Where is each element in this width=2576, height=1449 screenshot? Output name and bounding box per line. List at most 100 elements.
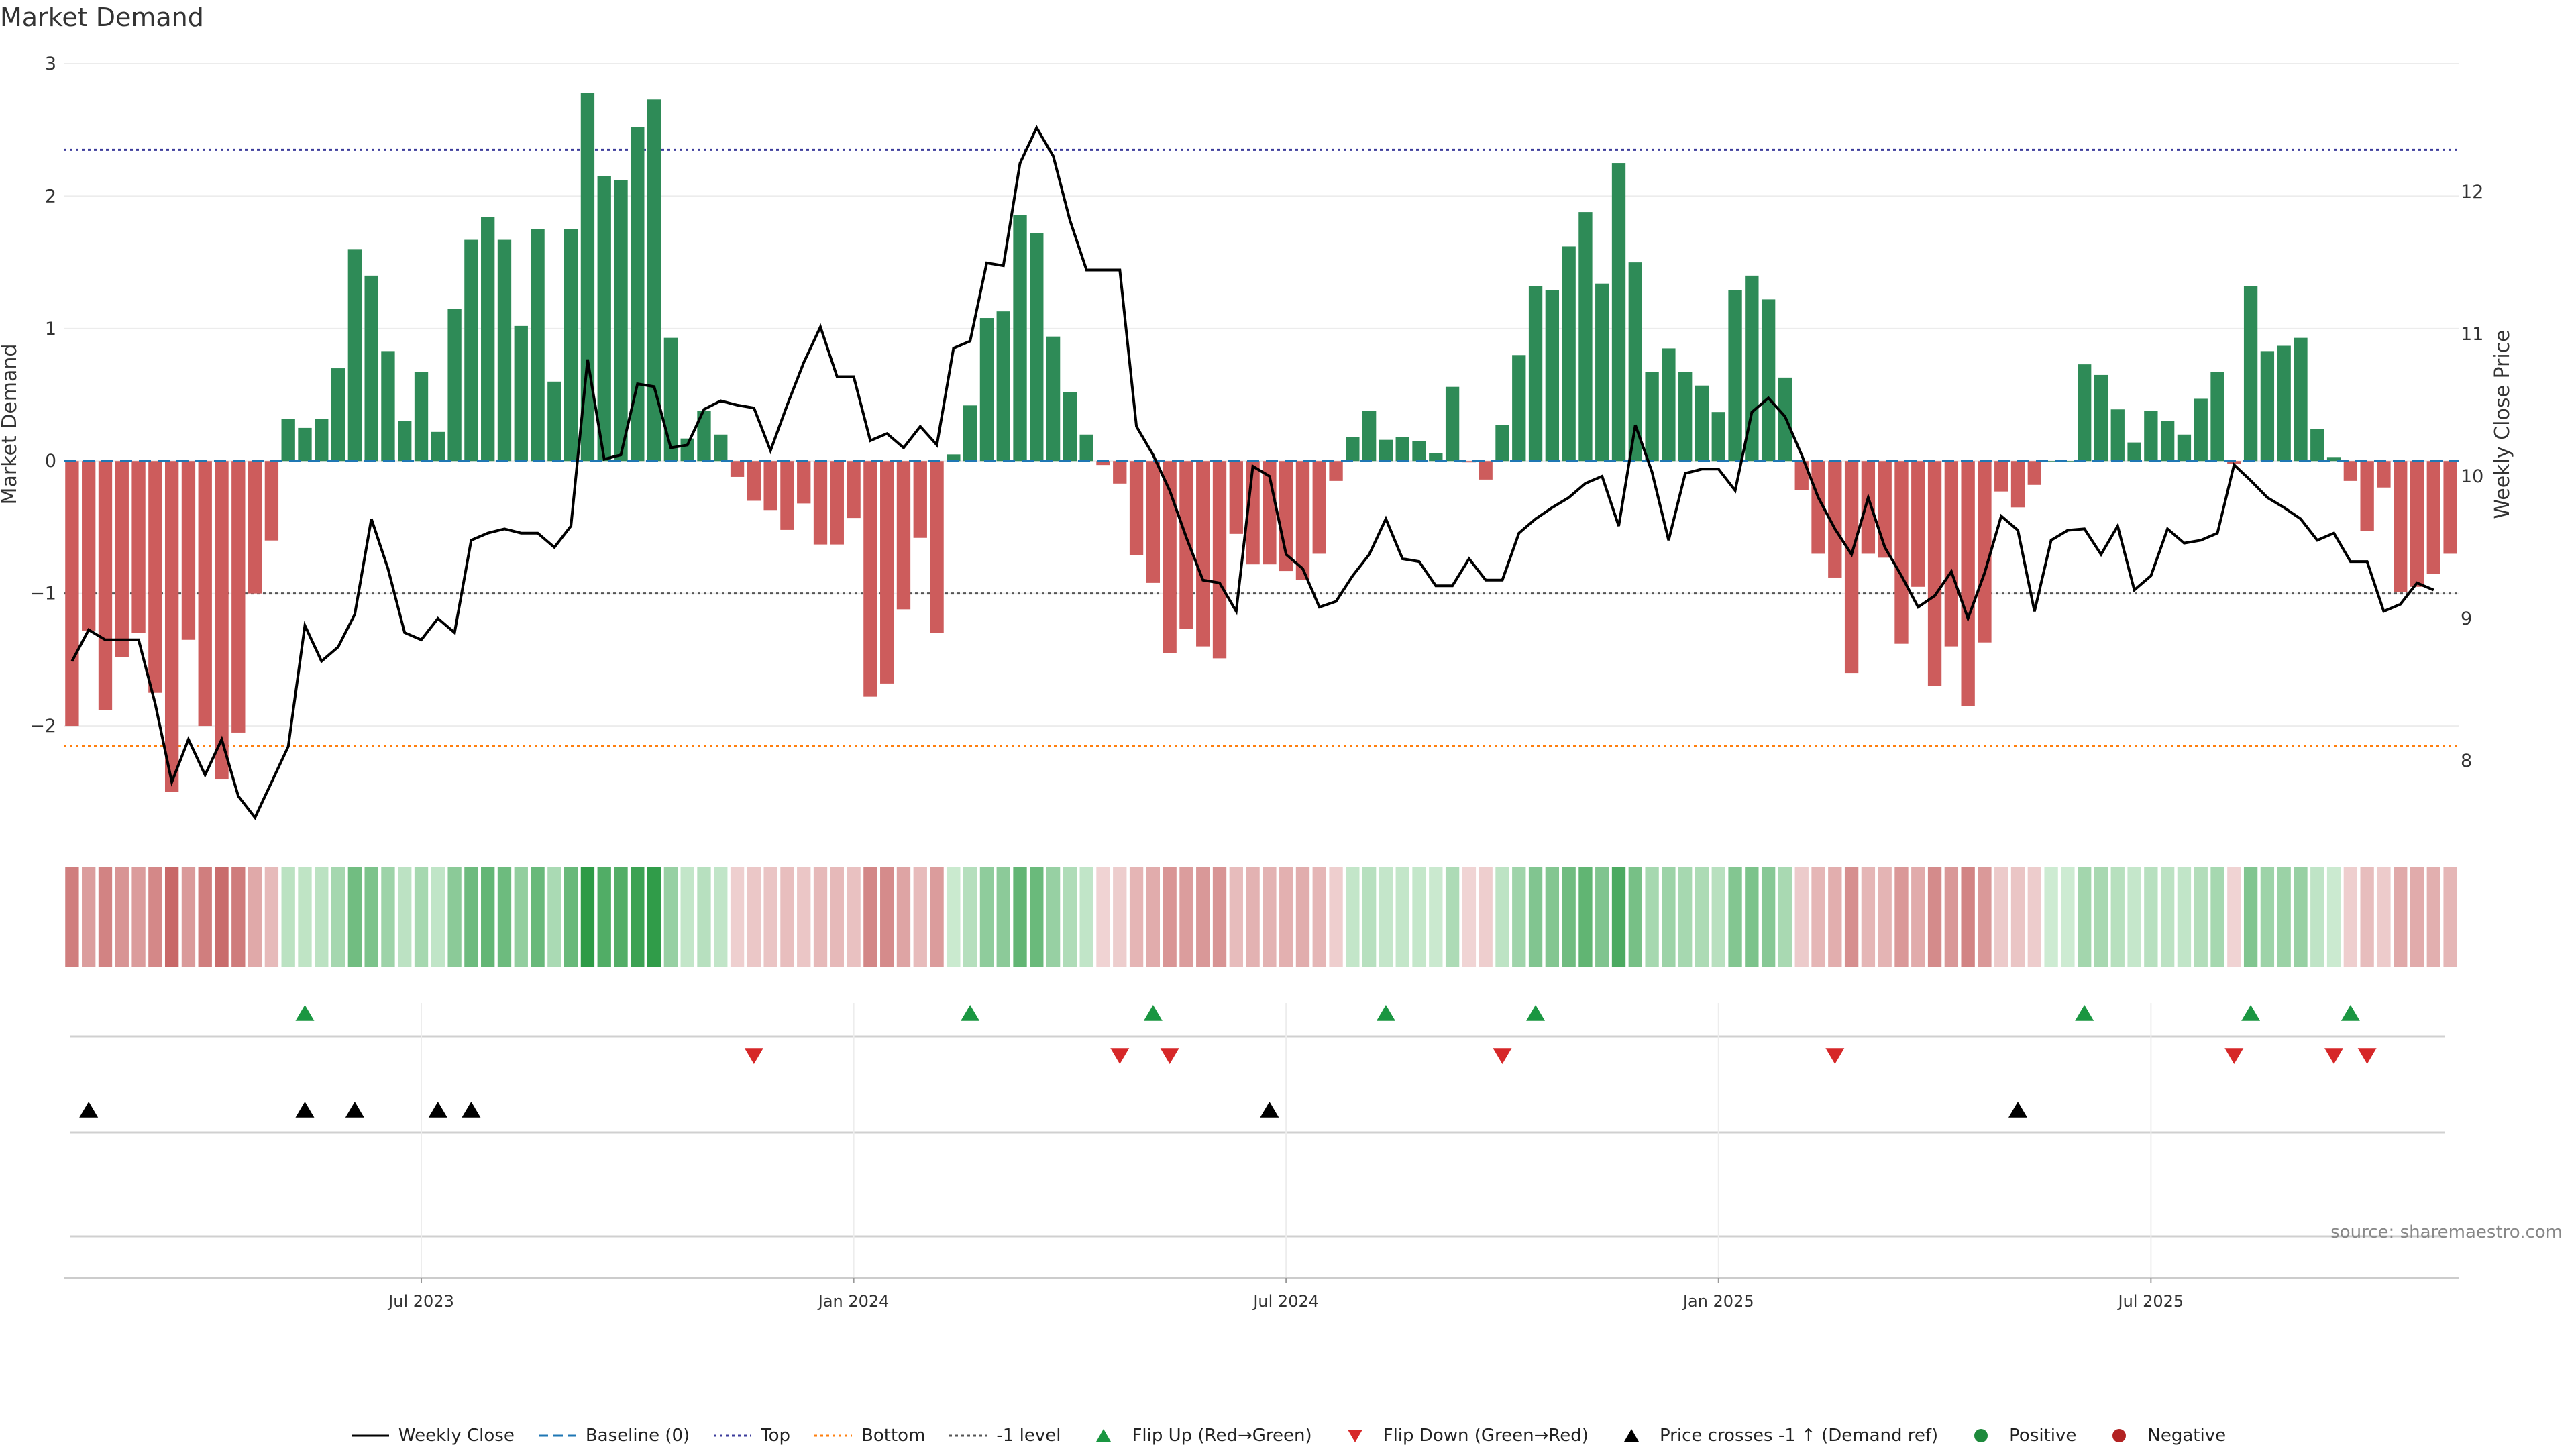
legend-label: Baseline (0) [585, 1426, 690, 1446]
demand-bar [2027, 461, 2041, 485]
heat-cell [647, 867, 661, 967]
heat-cell [65, 867, 79, 967]
price-cross-marker [428, 1102, 447, 1118]
demand-bar [597, 176, 611, 462]
demand-bar [248, 461, 262, 594]
heat-cell [1628, 867, 1642, 967]
demand-bar [2144, 411, 2158, 462]
heat-cell [2010, 867, 2025, 967]
demand-bar [1678, 372, 1693, 462]
demand-bar [1745, 275, 1759, 462]
demand-bar [947, 454, 961, 462]
heat-cell [863, 867, 877, 967]
demand-bar [1229, 461, 1243, 534]
demand-bar [2227, 461, 2241, 464]
heat-cell [1179, 867, 1193, 967]
demand-bar [896, 461, 911, 610]
heat-cell [431, 867, 445, 967]
heat-cell [1013, 867, 1027, 967]
heat-cell [264, 867, 279, 967]
heat-cell [1495, 867, 1509, 967]
heat-cell [979, 867, 994, 967]
heat-cell [1479, 867, 1493, 967]
demand-bar [2210, 372, 2224, 462]
heat-cell [580, 867, 595, 967]
demand-bar [1013, 215, 1027, 462]
demand-bar [2243, 286, 2258, 462]
legend-mark [1623, 1429, 1639, 1442]
heat-cell [564, 867, 578, 967]
demand-bar [631, 127, 645, 462]
demand-bar [1645, 372, 1659, 462]
demand-bar [1163, 461, 1177, 653]
demand-bar [1030, 233, 1044, 462]
flip-up-marker [2341, 1005, 2360, 1021]
demand-bar [1994, 461, 2008, 492]
right-tick-label: 10 [2461, 466, 2483, 487]
price-cross-marker [345, 1102, 364, 1118]
heat-cell [1096, 867, 1110, 967]
flip-down-marker [1825, 1048, 1845, 1064]
heat-cell [331, 867, 345, 967]
demand-bar [1662, 348, 1676, 462]
heat-cell [1279, 867, 1293, 967]
legend-symbol [351, 1434, 389, 1437]
demand-bar [315, 419, 329, 462]
demand-bar [930, 461, 944, 633]
heat-cell [115, 867, 129, 967]
heat-cell [2044, 867, 2058, 967]
heat-cell [2144, 867, 2158, 967]
demand-bar [1079, 434, 1093, 462]
heat-cell [1362, 867, 1377, 967]
demand-bar [131, 461, 146, 633]
demand-bar [763, 461, 777, 511]
demand-bar [663, 337, 678, 462]
heat-cell [1412, 867, 1426, 967]
heat-cell [730, 867, 745, 967]
legend-mark [2112, 1429, 2127, 1442]
demand-bar [2061, 461, 2075, 462]
flip-up-marker [295, 1005, 315, 1021]
heat-cell [930, 867, 944, 967]
demand-bar [1429, 453, 1443, 462]
demand-bar [464, 239, 478, 462]
heat-cell [98, 867, 113, 967]
demand-bar [1445, 386, 1460, 462]
demand-bar [164, 461, 179, 792]
legend-item: Positive [1961, 1426, 2076, 1446]
demand-bar [1196, 461, 1210, 647]
demand-bar [98, 461, 113, 710]
legend-label: Price crosses -1 ↑ (Demand ref) [1659, 1426, 1939, 1446]
legend-label: Flip Down (Green→Red) [1383, 1426, 1589, 1446]
x-tick-label: Jul 2025 [2117, 1292, 2184, 1311]
heat-cell [1961, 867, 1975, 967]
heat-cell [1346, 867, 1360, 967]
demand-bar [1811, 461, 1825, 554]
demand-bar [813, 461, 828, 545]
legend-label: Positive [2009, 1426, 2077, 1446]
right-tick-label: 9 [2461, 608, 2472, 629]
demand-bar [1312, 461, 1326, 554]
demand-bar [1379, 439, 1393, 462]
demand-bar [398, 421, 412, 462]
demand-bar [1295, 461, 1310, 580]
legend-item: Bottom [813, 1426, 925, 1446]
heat-cell [2110, 867, 2125, 967]
legend-symbol [814, 1434, 853, 1437]
legend-symbol [1974, 1429, 1988, 1442]
heat-cell [1695, 867, 1709, 967]
x-tick-label: Jan 2025 [1682, 1292, 1754, 1311]
demand-bar [614, 180, 628, 462]
flip-down-marker [1160, 1048, 1179, 1064]
price-cross-marker [462, 1102, 481, 1118]
heat-cell [2310, 867, 2324, 967]
legend-symbol [1623, 1429, 1639, 1442]
price-cross-marker [295, 1102, 315, 1118]
heat-cell [1978, 867, 1992, 967]
demand-bar [431, 431, 445, 462]
heat-cell [1196, 867, 1210, 967]
legend-mark [1096, 1429, 1112, 1442]
demand-bar [181, 461, 196, 640]
flip-up-marker [2075, 1005, 2094, 1021]
demand-bar [364, 275, 378, 462]
